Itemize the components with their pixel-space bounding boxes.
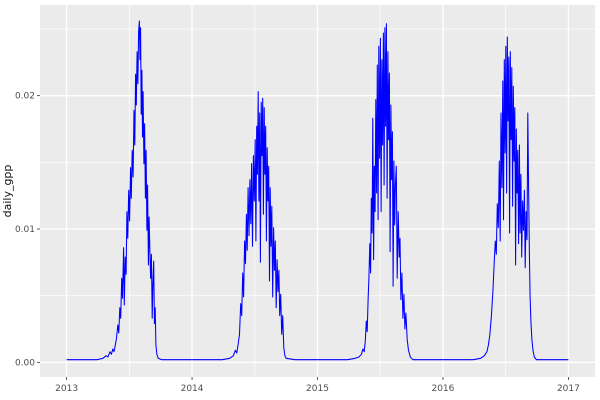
x-tick-label: 2016	[431, 384, 454, 394]
gpp-line	[66, 20, 569, 361]
y-tick-label: 0.00	[15, 358, 35, 368]
x-tick-label: 2015	[306, 384, 329, 394]
chart-generated-layers: 2013 2014 2015 2016 2017 0.00 0.01 0.02	[15, 5, 595, 394]
y-axis-title: daily_gpp	[1, 165, 14, 218]
x-tick-label: 2013	[55, 384, 78, 394]
x-tick-label: 2014	[181, 384, 204, 394]
x-tick-label: 2017	[557, 384, 580, 394]
y-tick-label: 0.02	[15, 92, 35, 102]
y-tick-label: 0.01	[15, 225, 35, 235]
